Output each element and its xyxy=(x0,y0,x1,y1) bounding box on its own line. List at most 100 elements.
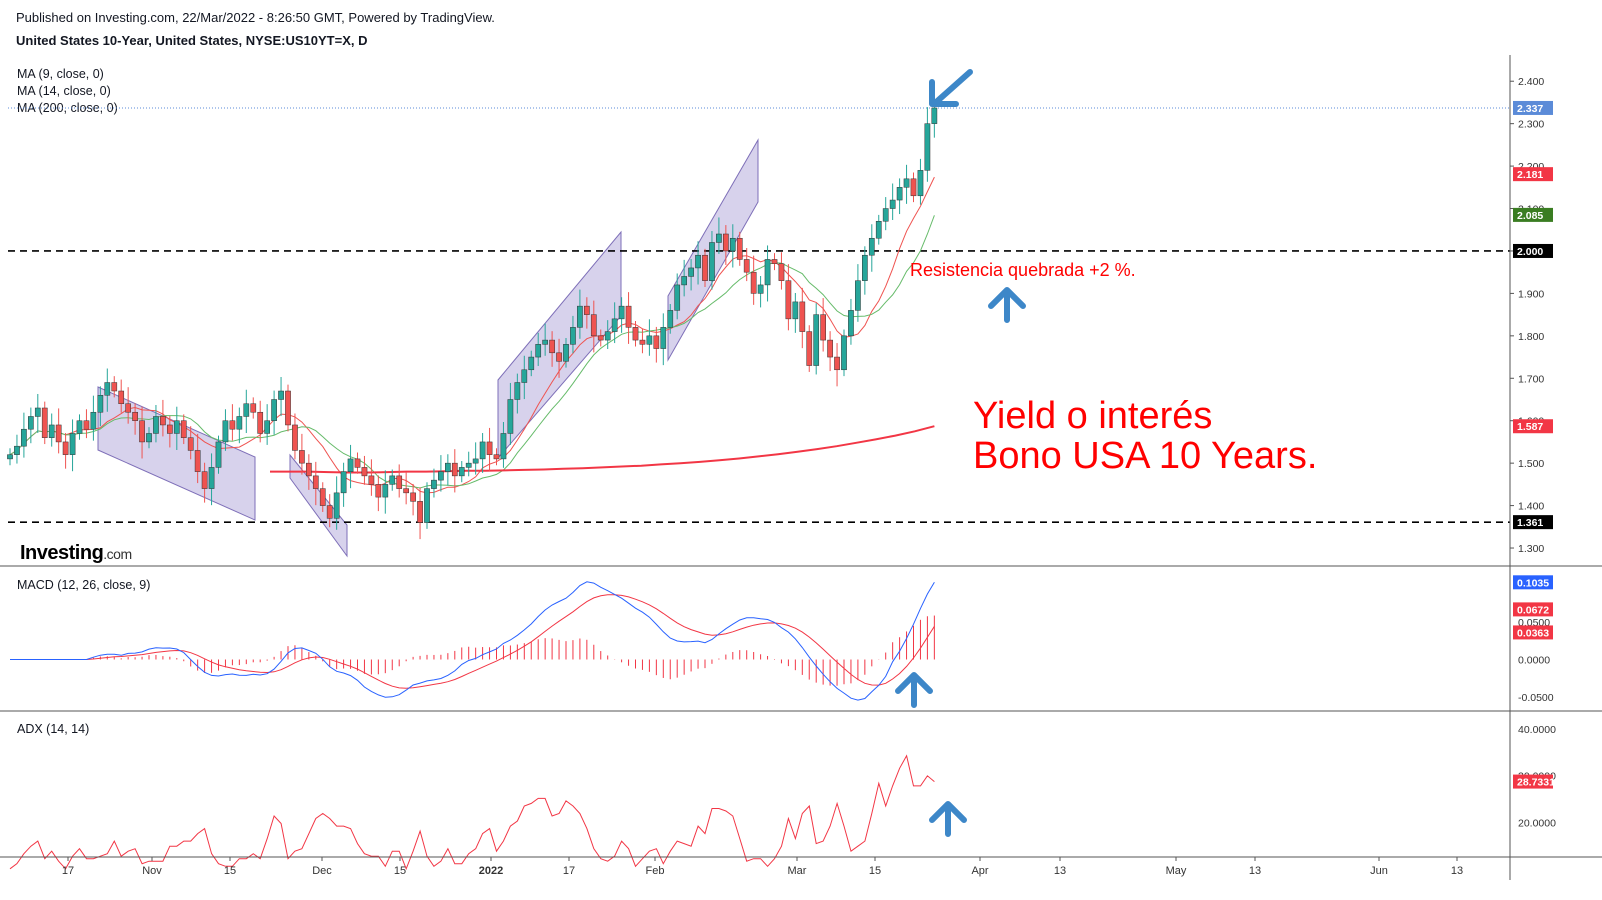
candle-body xyxy=(146,433,152,443)
candle-body xyxy=(153,416,159,434)
candle-body xyxy=(577,305,583,328)
candle-body xyxy=(97,395,104,413)
price-badge-label: 2.000 xyxy=(1517,246,1543,258)
candle-body xyxy=(76,420,83,434)
candles xyxy=(7,99,938,540)
candle-body xyxy=(917,170,924,197)
candle-body xyxy=(396,475,403,489)
candle-body xyxy=(868,237,875,256)
candle-body xyxy=(472,458,479,464)
time-tick-label: 13 xyxy=(1249,865,1261,877)
price-badge-label: 2.085 xyxy=(1517,210,1543,222)
price-badge-label: 2.181 xyxy=(1517,169,1543,181)
candle-body xyxy=(570,327,576,345)
candle-body xyxy=(333,492,340,519)
candle-body xyxy=(611,318,618,332)
candle-body xyxy=(931,107,938,124)
candle-body xyxy=(778,263,785,281)
candle-body xyxy=(875,221,882,239)
price-badge-label: 1.361 xyxy=(1517,517,1543,529)
candle-body xyxy=(431,479,437,489)
candle-body xyxy=(465,462,472,468)
candle-body xyxy=(361,467,368,477)
candle-body xyxy=(632,327,639,341)
adx-tick-label: 40.0000 xyxy=(1518,724,1556,736)
candle-body xyxy=(403,488,409,494)
candle-body xyxy=(841,335,847,371)
price-tick-label: 1.700 xyxy=(1518,373,1544,385)
candle-body xyxy=(639,339,646,345)
candle-body xyxy=(41,407,48,438)
candle-body xyxy=(285,390,291,426)
legend-ma9[interactable]: MA (9, close, 0) xyxy=(17,67,104,81)
candle-body xyxy=(757,284,764,294)
candle-body xyxy=(90,411,97,430)
candle-body xyxy=(354,458,361,468)
legend-ma200[interactable]: MA (200, close, 0) xyxy=(17,101,118,115)
price-badge-label: 28.7331 xyxy=(1517,777,1555,789)
candle-body xyxy=(736,237,743,260)
legend-adx[interactable]: ADX (14, 14) xyxy=(17,722,90,736)
candle-body xyxy=(604,331,611,341)
candle-body xyxy=(848,310,854,337)
candle-body xyxy=(486,441,493,455)
time-tick-label: May xyxy=(1166,865,1187,877)
price-tick-label: 2.400 xyxy=(1518,76,1544,88)
candle-body xyxy=(889,199,896,209)
candle-body xyxy=(48,424,55,438)
macd-line xyxy=(10,581,935,701)
ma-legend: MA (9, close, 0) MA (14, close, 0) MA (2… xyxy=(17,66,118,117)
candle-body xyxy=(618,305,625,320)
candle-body xyxy=(201,471,208,489)
candle-body xyxy=(451,462,458,477)
candle-body xyxy=(688,267,694,277)
candle-body xyxy=(723,233,729,252)
time-tick-label: 13 xyxy=(1451,865,1463,877)
candle-body xyxy=(160,416,166,426)
price-badge xyxy=(1513,625,1553,640)
candle-body xyxy=(862,254,868,281)
adx-tick-label: 20.0000 xyxy=(1518,817,1556,829)
candle-body xyxy=(69,433,76,455)
candle-body xyxy=(28,416,34,430)
time-tick-label: Mar xyxy=(788,865,807,877)
candle-body xyxy=(625,305,632,328)
candle-body xyxy=(792,301,799,320)
candle-body xyxy=(299,450,305,464)
candle-body xyxy=(500,433,507,460)
candle-body xyxy=(208,467,215,489)
legend-macd[interactable]: MACD (12, 26, close, 9) xyxy=(17,578,151,592)
candle-body xyxy=(799,301,806,332)
candle-body xyxy=(222,420,229,443)
price-tick-label: 1.900 xyxy=(1518,288,1544,300)
candle-body xyxy=(681,276,687,286)
time-tick-label: Jun xyxy=(1370,865,1388,877)
candle-body xyxy=(132,411,138,421)
candle-body xyxy=(785,280,792,320)
candle-body xyxy=(410,492,416,502)
candle-body xyxy=(479,441,486,460)
candle-body xyxy=(417,501,423,523)
candle-body xyxy=(514,382,521,400)
candle-body xyxy=(264,420,270,434)
legend-ma14[interactable]: MA (14, close, 0) xyxy=(17,84,111,98)
candle-body xyxy=(271,399,277,421)
trend-channel xyxy=(289,453,348,558)
candle-body xyxy=(597,335,604,341)
candle-body xyxy=(319,488,326,506)
price-badge xyxy=(1513,167,1553,182)
up-arrow-icon xyxy=(929,801,967,837)
candle-body xyxy=(528,356,535,371)
candle-body xyxy=(667,310,674,328)
price-badge-label: 0.0672 xyxy=(1517,604,1549,616)
price-badge-label: 0.1035 xyxy=(1517,577,1549,589)
candle-body xyxy=(764,259,771,286)
candle-body xyxy=(139,420,145,443)
candle-body xyxy=(382,484,389,498)
candle-body xyxy=(535,344,542,358)
candle-body xyxy=(660,327,667,349)
candle-body xyxy=(257,411,264,434)
candle-body xyxy=(924,123,931,171)
candle-body xyxy=(229,420,236,430)
